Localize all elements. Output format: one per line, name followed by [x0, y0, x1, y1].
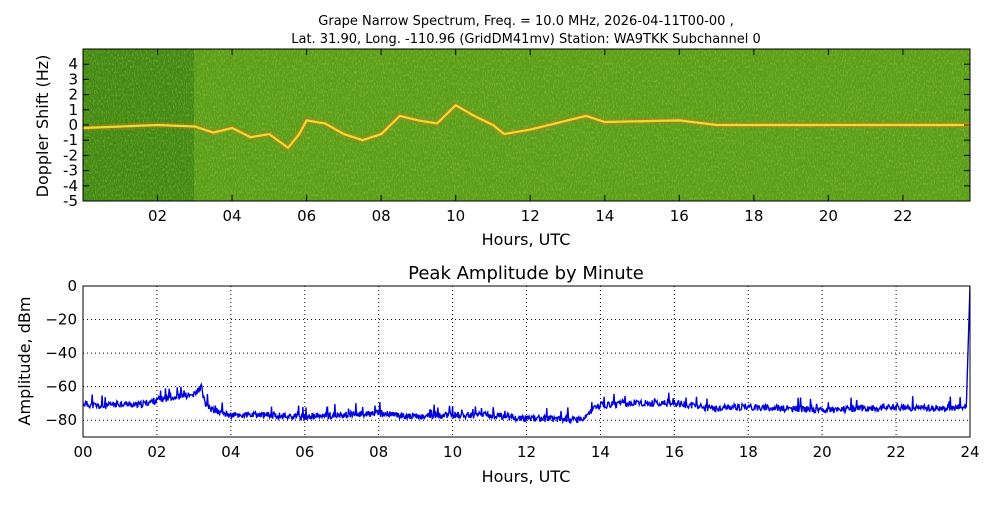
amplitude-x-tick-label: 22 [887, 443, 906, 461]
spectrum-y-tick-label: 0 [68, 116, 78, 134]
amplitude-title: Peak Amplitude by Minute [408, 263, 644, 284]
amplitude-y-tick-label: −40 [45, 344, 77, 362]
spectrum-x-tick-label: 14 [595, 207, 614, 225]
spectrum-x-tick-label: 04 [223, 207, 242, 225]
amplitude-y-ticks: 0 −20 −40 −60 −80 [45, 277, 77, 429]
amplitude-y-tick-label: −80 [45, 411, 77, 429]
amplitude-y-tick-label: −20 [45, 311, 77, 329]
spectrum-y-tick-label: -1 [63, 131, 78, 149]
amplitude-y-axis-label: Amplitude, dBm [15, 297, 34, 426]
amplitude-y-tick-label: 0 [67, 277, 77, 295]
spectrum-y-tick-label: 1 [68, 101, 78, 119]
amplitude-x-tick-label: 16 [665, 443, 684, 461]
spectrum-x-tick-label: 20 [819, 207, 838, 225]
spectrum-x-tick-label: 02 [148, 207, 167, 225]
spectrum-x-axis-label: Hours, UTC [482, 230, 571, 249]
amplitude-x-tick-label: 12 [517, 443, 536, 461]
spectrum-y-tick-label: -3 [63, 162, 78, 180]
amplitude-x-tick-label: 08 [369, 443, 388, 461]
amplitude-x-tick-label: 04 [221, 443, 240, 461]
amplitude-y-tick-label: −60 [45, 378, 77, 396]
amplitude-x-tick-label: 20 [813, 443, 832, 461]
amplitude-x-tick-label: 06 [295, 443, 314, 461]
spectrum-x-tick-label: 06 [297, 207, 316, 225]
spectrum-y-axis-label: Doppler Shift (Hz) [33, 55, 52, 198]
spectrogram-area [83, 49, 970, 201]
amplitude-x-tick-label: 10 [443, 443, 462, 461]
spectrum-x-tick-label: 22 [893, 207, 912, 225]
spectrum-y-tick-label: 4 [68, 55, 78, 73]
spectrum-y-tick-label: -2 [63, 146, 78, 164]
spectrum-title-line2: Lat. 31.90, Long. -110.96 (GridDM41mv) S… [291, 32, 761, 47]
spectrum-x-tick-label: 08 [372, 207, 391, 225]
amplitude-x-tick-label: 02 [147, 443, 166, 461]
spectrum-x-ticks: 02 04 06 08 10 12 14 16 18 20 22 [148, 49, 912, 225]
spectrum-y-tick-label: -4 [63, 177, 78, 195]
spectrum-title-line1: Grape Narrow Spectrum, Freq. = 10.0 MHz,… [318, 14, 733, 29]
spectrum-x-tick-label: 10 [446, 207, 465, 225]
spectrum-x-tick-label: 18 [744, 207, 763, 225]
spectrum-y-tick-label: 3 [68, 70, 78, 88]
spectrum-x-tick-label: 16 [670, 207, 689, 225]
amplitude-x-tick-label: 00 [73, 443, 92, 461]
amplitude-x-tick-label: 18 [739, 443, 758, 461]
spectrum-x-tick-label: 12 [521, 207, 540, 225]
amplitude-frame [82, 285, 971, 438]
doppler-trace [83, 103, 970, 150]
amplitude-x-ticks: 00 02 04 06 08 10 12 14 16 18 20 22 24 [73, 443, 979, 461]
amplitude-x-tick-label: 24 [960, 443, 979, 461]
amplitude-series-line [83, 286, 970, 425]
spectrum-y-tick-label: -5 [63, 192, 78, 210]
amplitude-x-tick-label: 14 [591, 443, 610, 461]
amplitude-grid [83, 286, 970, 437]
spectrum-y-tick-label: 2 [68, 86, 78, 104]
amplitude-x-axis-label: Hours, UTC [482, 467, 571, 486]
